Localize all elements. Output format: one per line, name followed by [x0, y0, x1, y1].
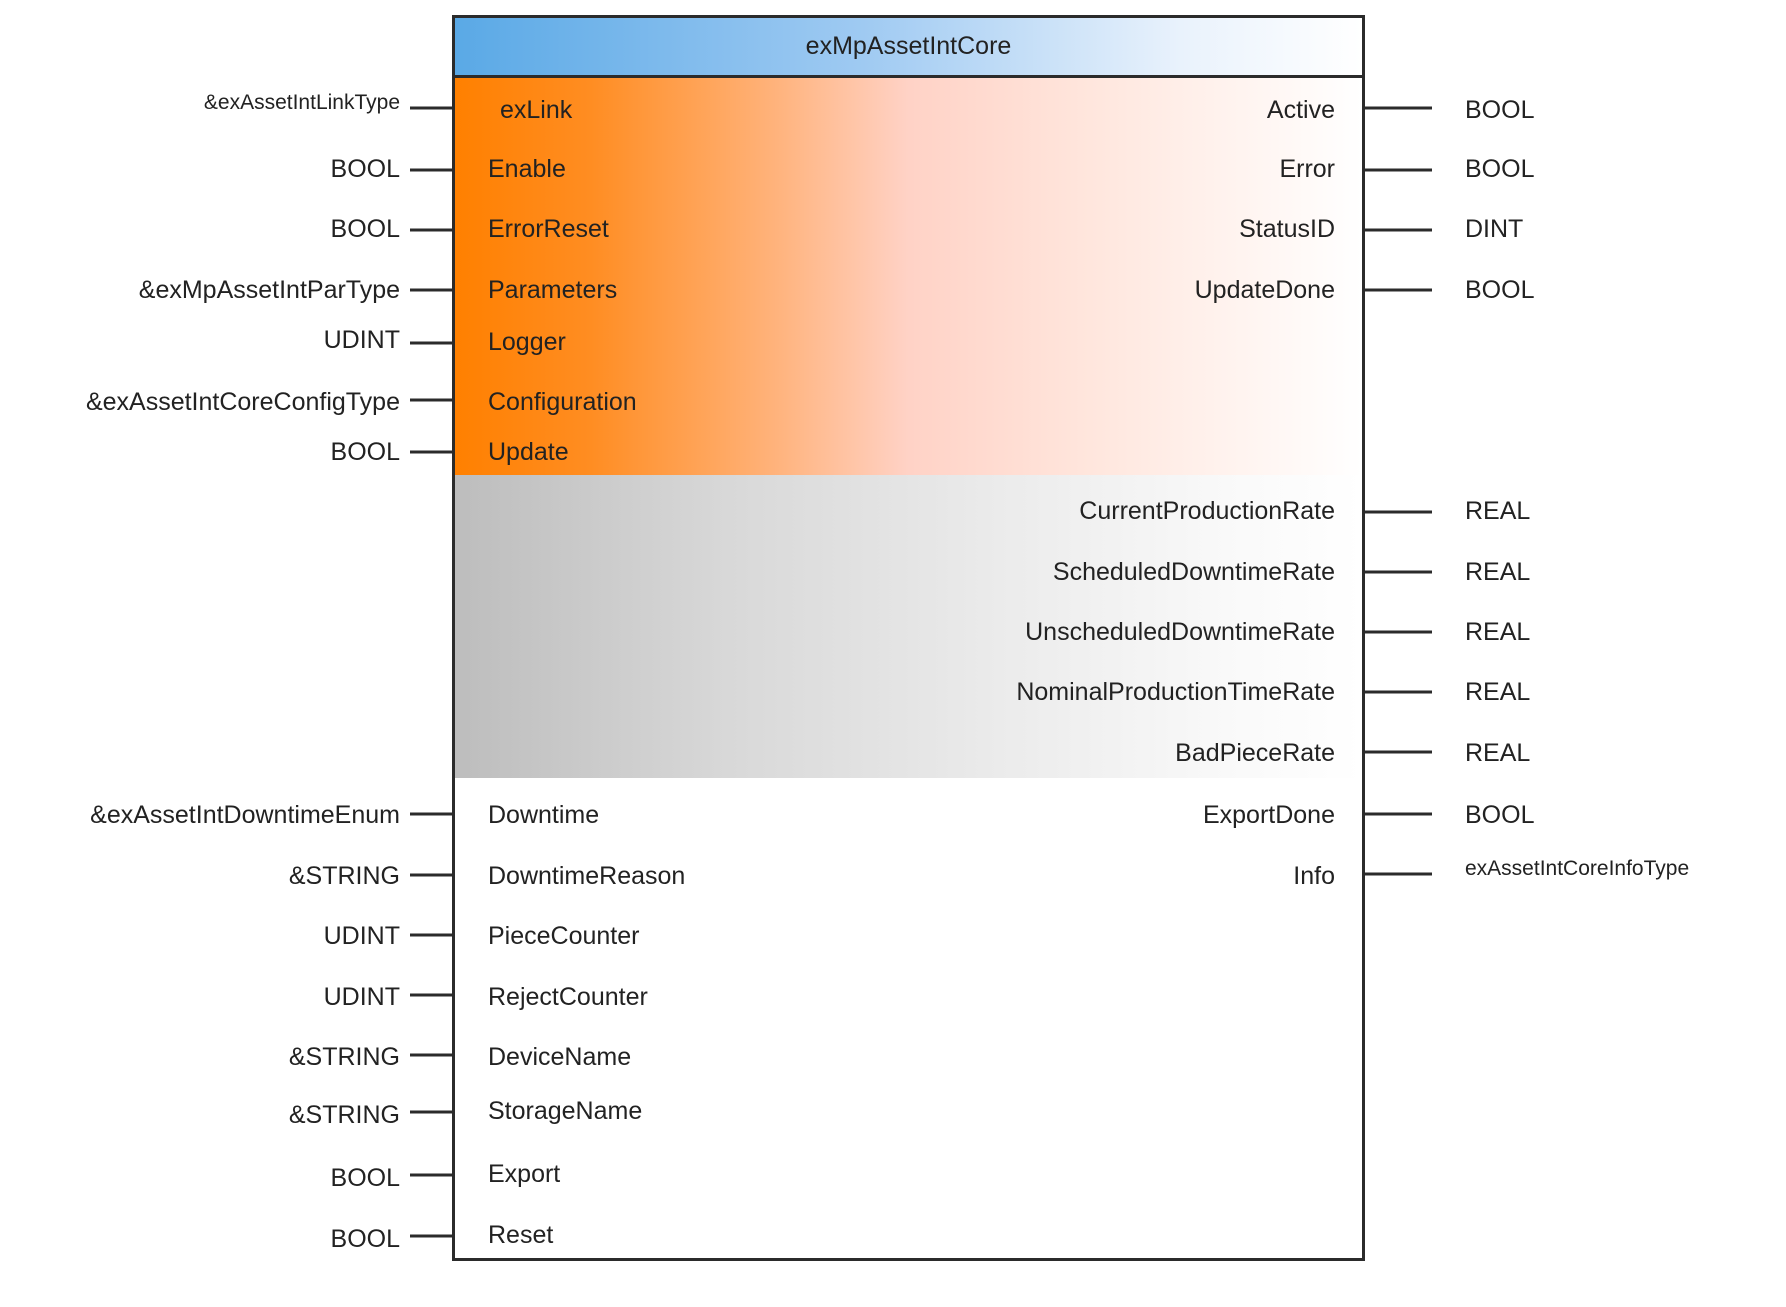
output-type-label: REAL [1465, 618, 1531, 646]
input-type-label: BOOL [330, 438, 400, 466]
input-type-label: UDINT [323, 983, 400, 1011]
output-pin-label: BadPieceRate [1175, 739, 1335, 767]
output-type-label: DINT [1465, 215, 1524, 243]
output-pin-label: Active [1266, 96, 1335, 124]
input-type-label: &exMpAssetIntParType [138, 276, 400, 304]
output-type-label: BOOL [1465, 155, 1535, 183]
input-pin-label: Export [488, 1160, 561, 1188]
output-type-label: BOOL [1465, 276, 1535, 304]
input-type-label: UDINT [323, 326, 400, 354]
input-pin-label: StorageName [488, 1097, 643, 1125]
input-pin-label: Downtime [488, 801, 600, 829]
input-type-label: BOOL [330, 215, 400, 243]
output-type-label: exAssetIntCoreInfoType [1465, 857, 1690, 880]
input-type-label: &STRING [288, 862, 400, 890]
output-pin-label: ScheduledDowntimeRate [1052, 558, 1335, 586]
output-pin-label: Info [1293, 862, 1335, 890]
input-pin-label: Logger [488, 328, 566, 356]
input-type-label: BOOL [330, 155, 400, 183]
input-pin-label: PieceCounter [488, 922, 640, 950]
output-type-label: REAL [1465, 497, 1531, 525]
input-type-label: &exAssetIntDowntimeEnum [90, 801, 400, 829]
basic-io-section [455, 78, 1362, 475]
input-type-label: &STRING [288, 1101, 400, 1129]
output-pin-label: ExportDone [1202, 801, 1335, 829]
input-pin-label: Enable [488, 155, 566, 183]
output-pin-label: UpdateDone [1194, 276, 1335, 304]
output-type-label: BOOL [1465, 96, 1535, 124]
block-header: exMpAssetIntCore [455, 18, 1362, 78]
rates-output-section [455, 475, 1362, 778]
block-title: exMpAssetIntCore [805, 32, 1012, 60]
input-type-label: UDINT [323, 922, 400, 950]
output-type-label: BOOL [1465, 801, 1535, 829]
input-pin-label: Parameters [488, 276, 618, 304]
output-type-label: REAL [1465, 558, 1531, 586]
input-pin-label: Configuration [488, 388, 637, 416]
output-type-label: REAL [1465, 739, 1531, 767]
input-type-label: &exAssetIntLinkType [203, 91, 400, 114]
output-pin-label: UnscheduledDowntimeRate [1025, 618, 1335, 646]
input-type-label: BOOL [330, 1164, 400, 1192]
input-pin-label: Reset [488, 1221, 554, 1249]
output-type-label: REAL [1465, 678, 1531, 706]
input-type-label: &STRING [288, 1043, 400, 1071]
output-pin-label: Error [1279, 155, 1335, 183]
input-pin-label: Update [488, 438, 569, 466]
input-pin-label: RejectCounter [488, 983, 648, 1011]
output-pin-label: CurrentProductionRate [1079, 497, 1335, 525]
input-pin-label: exLink [500, 96, 573, 124]
input-type-label: BOOL [330, 1225, 400, 1253]
input-type-label: &exAssetIntCoreConfigType [85, 388, 400, 416]
input-pin-label: DowntimeReason [488, 862, 686, 890]
input-pin-label: ErrorReset [488, 215, 609, 243]
input-pin-label: DeviceName [488, 1043, 632, 1071]
output-pin-label: NominalProductionTimeRate [1016, 678, 1335, 706]
output-pin-label: StatusID [1239, 215, 1335, 243]
function-block: exMpAssetIntCore [452, 15, 1365, 1261]
